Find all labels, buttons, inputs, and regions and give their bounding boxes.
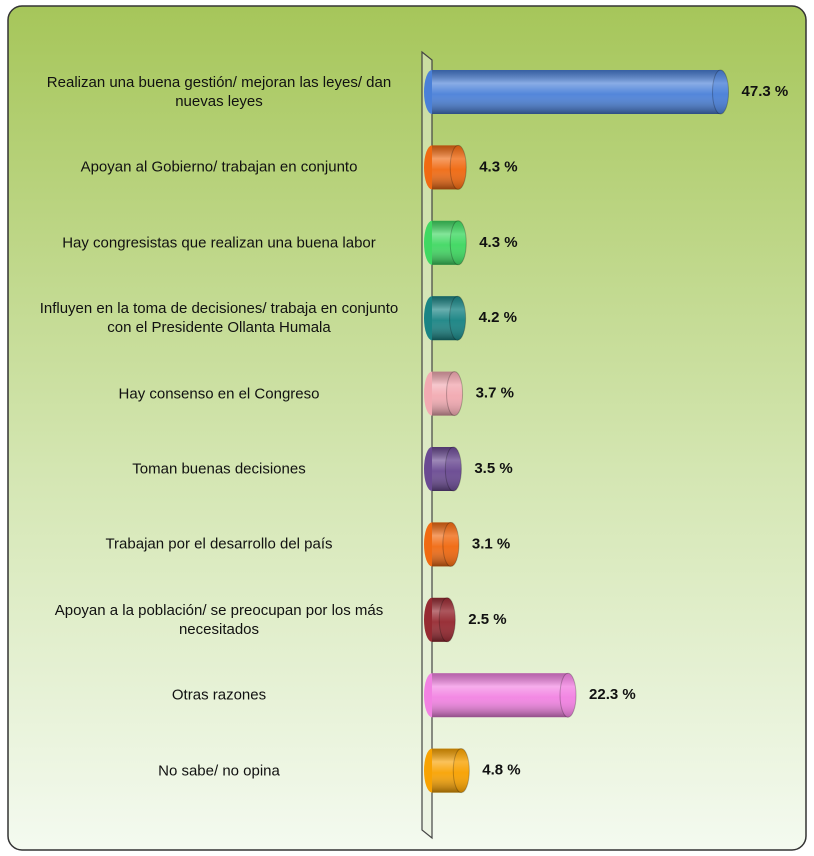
category-label: Toman buenas decisiones	[132, 460, 306, 478]
bar-cap-shade	[445, 447, 462, 491]
category-label: Trabajan por el desarrollo del país	[105, 535, 333, 553]
value-label: 3.5 %	[474, 460, 512, 477]
value-label: 4.2 %	[479, 309, 517, 326]
category-label: Otras razones	[171, 686, 267, 704]
bar-cap-shade	[453, 748, 470, 793]
bar-cap-shade	[442, 522, 459, 567]
bar-cap-shade	[439, 597, 456, 642]
bar-cap-shade	[560, 673, 577, 718]
bar-cap-shade	[450, 145, 467, 190]
category-label: Influyen en la toma de decisiones/ traba…	[39, 300, 399, 337]
bar-cap-shade	[446, 371, 463, 416]
category-label: Apoyan a la población/ se preocupan por …	[54, 601, 384, 638]
value-label: 22.3 %	[589, 686, 636, 703]
frame	[7, 5, 807, 851]
value-label: 4.3 %	[479, 234, 517, 251]
value-label: 3.1 %	[472, 535, 510, 552]
value-label: 47.3 %	[742, 83, 789, 100]
value-label: 2.5 %	[468, 611, 506, 628]
category-label: Hay congresistas que realizan una buena …	[62, 234, 376, 252]
category-label: Apoyan al Gobierno/ trabajan en conjunto	[80, 158, 358, 176]
value-label: 3.7 %	[476, 385, 514, 402]
bar-cap-shade	[450, 220, 467, 265]
category-label: No sabe/ no opina	[158, 762, 280, 780]
bar-shade	[432, 673, 569, 718]
bar-cap-shade	[712, 70, 729, 114]
value-label: 4.3 %	[479, 158, 517, 175]
bar-cap-shade	[449, 296, 466, 341]
category-label: Realizan una buena gestión/ mejoran las …	[46, 74, 392, 110]
bar-shade	[432, 70, 721, 114]
category-label: Hay consenso en el Congreso	[118, 385, 320, 403]
value-label: 4.8 %	[482, 762, 520, 779]
